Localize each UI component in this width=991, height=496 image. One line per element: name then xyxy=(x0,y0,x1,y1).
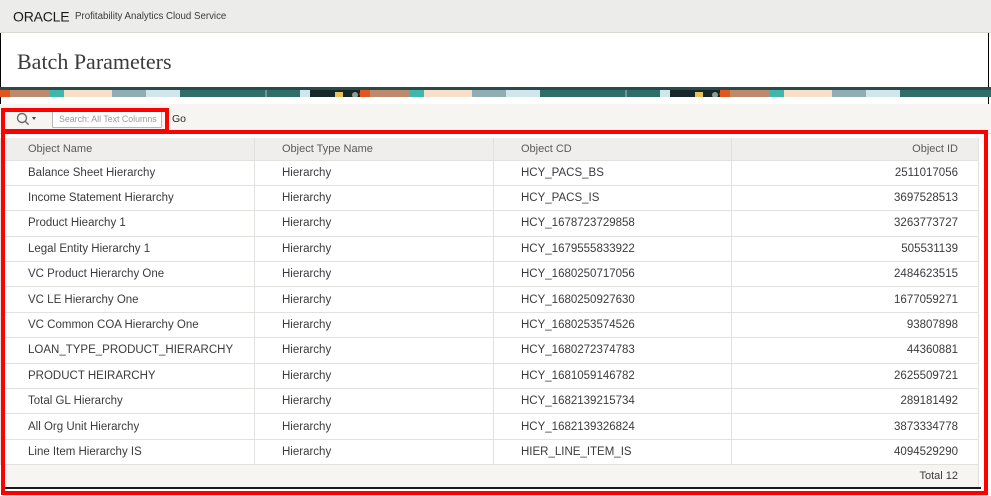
svg-text:ORACLE: ORACLE xyxy=(13,9,69,25)
